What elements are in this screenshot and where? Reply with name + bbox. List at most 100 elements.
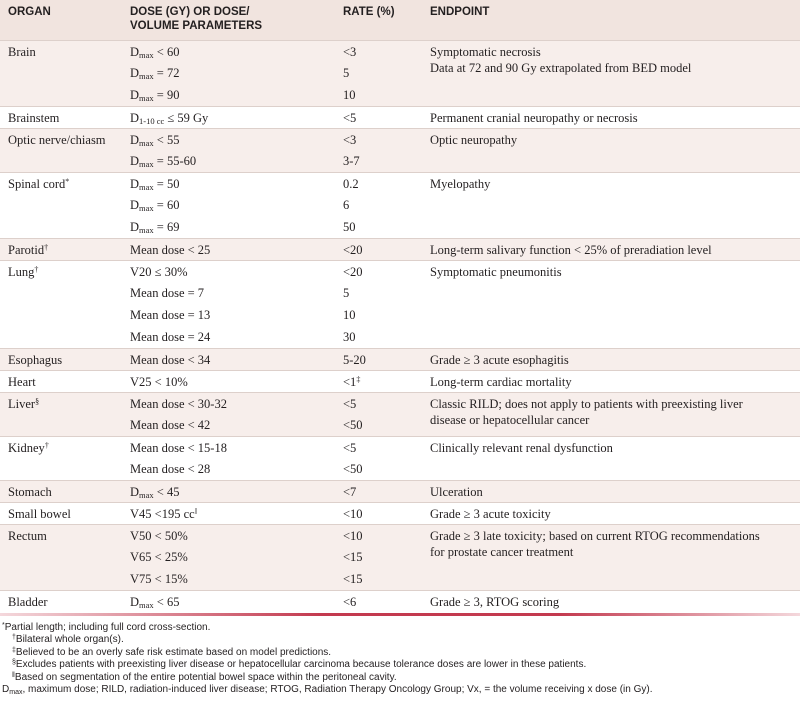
subscript: max	[139, 203, 154, 213]
endpoint-line: Grade ≥ 3, RTOG scoring	[430, 594, 560, 609]
text: < 60	[153, 44, 180, 59]
text: <50	[343, 418, 363, 432]
text: = 69	[153, 220, 180, 234]
text: <15	[343, 550, 363, 564]
text: < 55	[153, 132, 180, 147]
organ-cell: Rectum	[0, 523, 122, 590]
endpoint-line: Optic neuropathy	[430, 132, 518, 147]
organ-cell: Brain	[0, 39, 122, 106]
text: Mean dose = 24	[130, 330, 211, 344]
text: Spinal cord	[8, 176, 66, 191]
text: V75 < 15%	[130, 572, 188, 586]
dose-cell: Dmax < 60	[122, 39, 335, 62]
subscript: 1-10 cc	[139, 115, 165, 126]
text: Mean dose < 30-32	[130, 396, 227, 411]
text: = 60	[153, 198, 180, 212]
endpoint-line: Long-term salivary function < 25% of pre…	[430, 242, 712, 257]
text: <6	[343, 594, 357, 609]
table-row: Small bowel V45 <195 cc‖ <10 Grade ≥ 3 acut…	[0, 501, 800, 524]
dose-cell: Dmax = 72	[122, 62, 335, 84]
text: <50	[343, 462, 363, 476]
text: 10	[343, 308, 356, 322]
text: V50 < 50%	[130, 528, 188, 543]
dose-cell: Dmax = 69	[122, 216, 335, 238]
table-row: Mean dose = 7 5	[0, 282, 800, 304]
text: D	[130, 198, 140, 212]
text: Bladder	[8, 594, 48, 609]
text: 5	[343, 286, 350, 300]
column-header: ORGAN	[0, 0, 122, 40]
text: D	[130, 484, 140, 499]
text: D	[130, 66, 140, 80]
endpoint-line: Grade ≥ 3 acute esophagitis	[430, 352, 569, 367]
organ-cell: Esophagus	[0, 347, 122, 370]
superscript: *	[2, 622, 5, 629]
dose-cell: Dmax = 50	[122, 171, 335, 194]
endpoint-cell: Myelopathy	[422, 171, 800, 238]
text: ≤ 59 Gy	[164, 110, 209, 125]
text: D	[130, 44, 140, 59]
subscript: max	[139, 159, 154, 169]
footnote: *Partial length; including full cord cro…	[2, 622, 800, 634]
table-row: Rectum V50 < 50% <10 Grade ≥ 3 late toxicit…	[0, 523, 800, 590]
rate-cell: <20	[335, 259, 422, 282]
text: Mean dose < 25	[130, 242, 211, 257]
endpoint-cell: Grade ≥ 3, RTOG scoring	[422, 589, 800, 612]
dose-cell: V20 ≤ 30%	[122, 259, 335, 282]
dose-cell: Mean dose < 30-32	[122, 391, 335, 414]
table-row: Esophagus Mean dose < 34 5-20 Grade ≥ 3 acu…	[0, 347, 800, 370]
dose-cell: V65 < 25%	[122, 546, 335, 568]
endpoint-line: Myelopathy	[430, 176, 491, 191]
table-row: Liver§ Mean dose < 30-32 <5 Classic RILD; d…	[0, 391, 800, 436]
dose-cell: Mean dose < 28	[122, 458, 335, 480]
text: D	[130, 110, 140, 125]
rate-cell: <3	[335, 39, 422, 62]
rate-cell: <5	[335, 105, 422, 128]
table-row: Mean dose < 28 <50	[0, 458, 800, 480]
endpoint-line: Grade ≥ 3 acute toxicity	[430, 506, 551, 521]
superscript: †	[12, 634, 16, 642]
text: D	[130, 88, 140, 102]
rate-cell: 6	[335, 194, 422, 216]
endpoint-line: Symptomatic pneumonitis	[430, 264, 562, 279]
organ-cell: Small bowel	[0, 501, 122, 524]
text: < 65	[153, 594, 180, 609]
superscript: ‖	[12, 671, 15, 679]
text: Stomach	[8, 484, 52, 499]
table-row: Bladder Dmax < 65 <6 Grade ≥ 3, RTOG scorin…	[0, 589, 800, 612]
text: <3	[343, 132, 357, 147]
dose-cell: D1-10 cc ≤ 59 Gy	[122, 105, 335, 128]
superscript: ‡	[356, 374, 361, 384]
endpoint-cell: Permanent cranial neuropathy or necrosis	[422, 105, 800, 128]
column-header-line: VOLUME PARAMETERS	[130, 20, 263, 32]
rate-cell: <15	[335, 546, 422, 568]
rate-cell: 5	[335, 282, 422, 304]
column-header-line: ENDPOINT	[430, 6, 490, 18]
organ-cell: Kidney†	[0, 435, 122, 480]
table-row: Dmax = 69 50	[0, 216, 800, 238]
rate-cell: 3-7	[335, 150, 422, 172]
superscript: §	[35, 396, 40, 406]
endpoint-line: Long-term cardiac mortality	[430, 374, 572, 389]
text: 10	[343, 88, 356, 102]
rate-cell: 10	[335, 304, 422, 326]
rate-cell: <10	[335, 501, 422, 524]
table-row: Brain Dmax < 60 <3 Symptomatic necrosis Data…	[0, 39, 800, 106]
text: Partial length; including full cord cros…	[4, 622, 211, 633]
text: <10	[343, 506, 363, 521]
dose-cell: Mean dose < 42	[122, 414, 335, 436]
text: V45 <195 cc	[130, 506, 195, 521]
text: <7	[343, 484, 357, 499]
footnotes: *Partial length; including full cord cro…	[0, 616, 800, 696]
table-row: Lung† V20 ≤ 30% <20 Symptomatic pneumonitis	[0, 259, 800, 348]
rate-cell: <7	[335, 479, 422, 502]
superscript: †	[44, 242, 49, 252]
text: , maximum dose; RILD, radiation-induced …	[22, 684, 653, 696]
column-header-line: RATE (%)	[343, 6, 395, 18]
rate-cell: 5	[335, 62, 422, 84]
column-header: ENDPOINT	[422, 0, 800, 40]
subscript: max	[139, 225, 154, 235]
text: Kidney	[8, 440, 45, 455]
dose-cell: Mean dose = 24	[122, 326, 335, 348]
organ-cell: Parotid†	[0, 237, 122, 260]
